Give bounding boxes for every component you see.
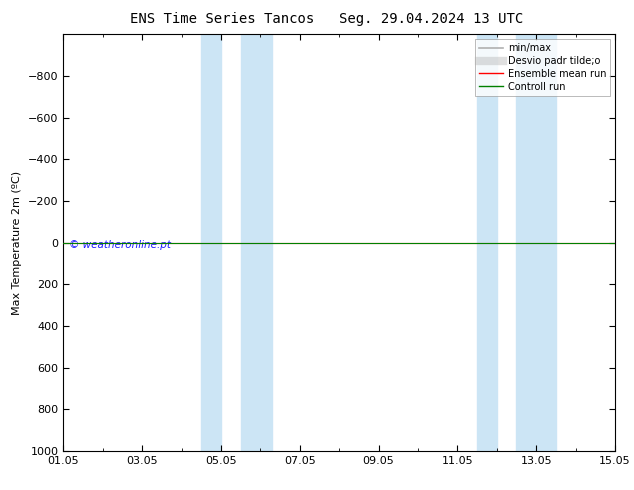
Bar: [517, 34, 556, 451]
Text: © weatheronline.pt: © weatheronline.pt: [69, 241, 171, 250]
Text: Seg. 29.04.2024 13 UTC: Seg. 29.04.2024 13 UTC: [339, 12, 523, 26]
Legend: min/max, Desvio padr tilde;o, Ensemble mean run, Controll run: min/max, Desvio padr tilde;o, Ensemble m…: [475, 39, 610, 96]
Bar: [241, 34, 272, 451]
Text: ENS Time Series Tancos: ENS Time Series Tancos: [130, 12, 314, 26]
Bar: [202, 34, 221, 451]
Y-axis label: Max Temperature 2m (ºC): Max Temperature 2m (ºC): [13, 171, 22, 315]
Bar: [477, 34, 497, 451]
